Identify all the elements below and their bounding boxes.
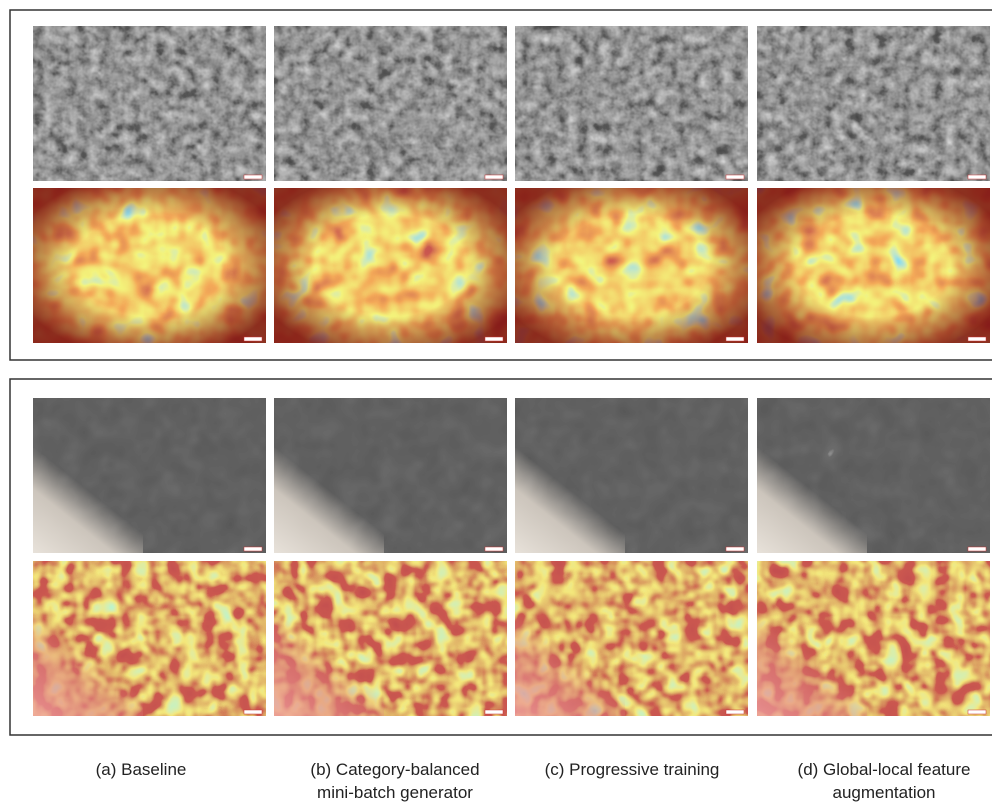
scale-bar [726,547,744,551]
image-fill [33,26,266,181]
caption: augmentation [832,783,935,802]
image-tile [33,398,266,553]
image-fill [274,26,507,181]
image-tile [757,188,990,343]
image-tile [515,561,748,716]
image-tile [274,561,507,716]
image-tile [757,398,990,553]
scale-bar [485,175,503,179]
scale-bar [968,337,986,341]
image-tile [515,398,748,553]
heat-edge [515,188,748,343]
image-tile [274,188,507,343]
image-tile [274,26,507,181]
bright-region [274,611,384,716]
scale-bar [485,710,503,714]
scale-bar [726,175,744,179]
image-tile [757,561,990,716]
scale-bar [726,337,744,341]
image-tile [33,188,266,343]
image-tile [274,398,507,553]
image-tile [515,26,748,181]
scale-bar [485,547,503,551]
scale-bar [968,547,986,551]
scale-bar [244,547,262,551]
bright-region [515,611,625,716]
caption: (a) Baseline [96,760,187,779]
scale-bar [968,710,986,714]
bright-region [33,448,143,553]
scale-bar [244,337,262,341]
image-tile [515,188,748,343]
image-tile [757,26,990,181]
scale-bar [726,710,744,714]
caption: (c) Progressive training [545,760,720,779]
bright-region [33,611,143,716]
scale-bar [244,710,262,714]
image-fill [757,26,990,181]
figure: (a) Baseline (b) Category-balanced mini-ba… [0,0,992,804]
heat-edge [33,188,266,343]
heat-edge [274,188,507,343]
bright-region [274,448,384,553]
caption: (d) Global-local feature [798,760,971,779]
caption: mini-batch generator [317,783,473,802]
bright-region [515,448,625,553]
image-tile [33,561,266,716]
scale-bar [485,337,503,341]
bright-region [757,448,867,553]
image-tile [33,26,266,181]
image-fill [515,26,748,181]
bright-region [757,611,867,716]
scale-bar [244,175,262,179]
scale-bar [968,175,986,179]
caption: (b) Category-balanced [310,760,479,779]
heat-edge [757,188,990,343]
